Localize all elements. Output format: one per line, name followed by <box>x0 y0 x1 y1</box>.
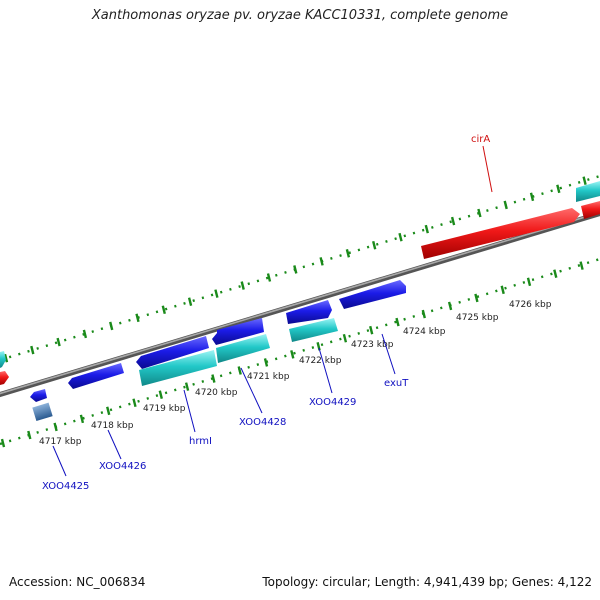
inner-ring-tick <box>184 382 190 391</box>
leader-XOO4428 <box>240 367 263 414</box>
inner-ring-tick <box>27 430 32 440</box>
accession-text: Accession: NC_006834 <box>9 575 146 589</box>
cds-feature-XOO4428 <box>216 334 270 363</box>
outer-ring-tick <box>503 200 508 210</box>
outer-ring-tick <box>372 240 377 250</box>
outer-ring-tick <box>529 192 535 202</box>
cds-feature-hrmI <box>139 350 217 386</box>
inner-ring-tick <box>474 293 479 303</box>
leader-exuT <box>381 333 396 375</box>
genome-backbone <box>0 210 600 398</box>
inner-ring-tick <box>79 414 85 424</box>
outer-ring-tick <box>135 313 140 323</box>
gene-label-XOO4425[interactable]: XOO4425 <box>42 481 89 492</box>
leader-XOO4425 <box>52 445 67 477</box>
inner-ring-tick <box>447 301 453 311</box>
leader-cirA <box>482 145 493 193</box>
inner-ring-tick <box>290 350 295 359</box>
outer-ring-tick <box>477 208 482 218</box>
tick-label-4724: 4724 kbp <box>403 327 446 337</box>
inner-ring-tick <box>237 366 242 375</box>
cds-feature-XOO4429 <box>289 318 338 342</box>
outer-ring-tick <box>109 321 114 331</box>
gene-label-XOO4429[interactable]: XOO4429 <box>309 397 356 408</box>
gene-labels: XOO4425 XOO4426 hrmI XOO4428 XOO4429 exu… <box>42 134 490 492</box>
gene-label-XOO4426[interactable]: XOO4426 <box>99 461 146 472</box>
tick-label-4723: 4723 kbp <box>351 340 394 350</box>
outer-ring-tick <box>450 216 456 226</box>
outer-ring-tick <box>398 232 403 242</box>
cds-feature-fwd-4722 <box>286 300 332 324</box>
feature-small-steel <box>32 402 53 422</box>
outer-ring-tick <box>187 297 193 306</box>
scale-labels: 4717 kbp 4718 kbp 4719 kbp 4720 kbp 4721… <box>39 300 552 447</box>
inner-ring-tick <box>500 285 505 295</box>
outer-ring-tick <box>240 281 245 290</box>
inner-ring-tick <box>263 358 269 367</box>
leader-XOO4429 <box>318 347 333 394</box>
gene-label-exuT[interactable]: exuT <box>384 378 409 389</box>
inner-ring-tick <box>211 374 216 383</box>
tick-label-4722: 4722 kbp <box>299 356 342 366</box>
inner-ring-tick <box>369 325 374 335</box>
reverse-strand-features <box>32 181 600 422</box>
outer-ring-tick <box>266 273 272 282</box>
outer-scale-ring <box>0 174 600 363</box>
inner-ring-tick <box>342 333 348 343</box>
cds-feature-fwd-4718 <box>68 363 124 389</box>
cds-feature-cirA <box>421 208 580 259</box>
inner-ring-tick <box>0 438 6 448</box>
inner-ring-tick <box>106 406 111 416</box>
cds-feature-left-cyan <box>0 351 6 368</box>
topology-text: Topology: circular; Length: 4,941,439 bp… <box>262 575 592 589</box>
gene-label-cirA[interactable]: cirA <box>471 134 490 145</box>
outer-ring-tick <box>82 329 88 339</box>
tick-label-4720: 4720 kbp <box>195 388 238 398</box>
outer-ring-tick <box>30 345 35 355</box>
inner-ring-dots <box>0 257 600 446</box>
tick-label-4721: 4721 kbp <box>247 372 290 382</box>
inner-ring-tick <box>421 309 426 319</box>
outer-ring-tick <box>345 249 351 258</box>
outer-ring-tick <box>293 265 298 274</box>
tick-label-4717: 4717 kbp <box>39 437 82 447</box>
cds-feature-left-red <box>0 371 9 385</box>
inner-scale-ring <box>0 257 600 448</box>
outer-ring-tick <box>214 289 219 298</box>
outer-ring-tick <box>424 224 429 234</box>
gene-label-XOO4428[interactable]: XOO4428 <box>239 417 286 428</box>
inner-ring-tick <box>132 398 137 408</box>
tick-label-4725: 4725 kbp <box>456 313 499 323</box>
outer-ring-tick <box>56 337 61 347</box>
leader-hrmI <box>183 389 196 433</box>
cds-feature-XOO4430 <box>339 280 406 309</box>
outer-ring-tick <box>3 353 9 363</box>
gene-label-hrmI[interactable]: hrmI <box>189 436 212 447</box>
inner-major-ticks <box>0 261 584 448</box>
cds-feature-cirA-continued <box>581 201 600 219</box>
outer-ring-tick <box>161 305 166 315</box>
tick-label-4719: 4719 kbp <box>143 404 186 414</box>
outer-ring-tick <box>319 257 324 266</box>
outer-ring-tick <box>556 184 561 194</box>
cds-feature-rev-right <box>576 181 600 202</box>
outer-major-ticks <box>3 176 587 363</box>
map-title: Xanthomonas oryzae pv. oryzae KACC10331,… <box>91 8 509 23</box>
leader-XOO4426 <box>107 429 122 460</box>
cds-feature-fwd-4720b <box>212 318 264 345</box>
tick-label-4718: 4718 kbp <box>91 421 134 431</box>
cds-feature-fwd-4717 <box>30 389 47 402</box>
tick-label-4726: 4726 kbp <box>509 300 552 310</box>
inner-ring-tick <box>579 261 584 270</box>
inner-ring-tick <box>158 390 163 399</box>
gene-label-leaders <box>52 145 493 477</box>
inner-ring-tick <box>53 422 58 432</box>
inner-ring-tick <box>395 317 400 327</box>
outer-ring-tick <box>582 176 587 186</box>
inner-ring-tick <box>526 277 532 287</box>
forward-strand-features <box>0 201 600 402</box>
cds-feature-fwd-4720a <box>136 336 209 369</box>
inner-ring-tick <box>553 269 558 278</box>
